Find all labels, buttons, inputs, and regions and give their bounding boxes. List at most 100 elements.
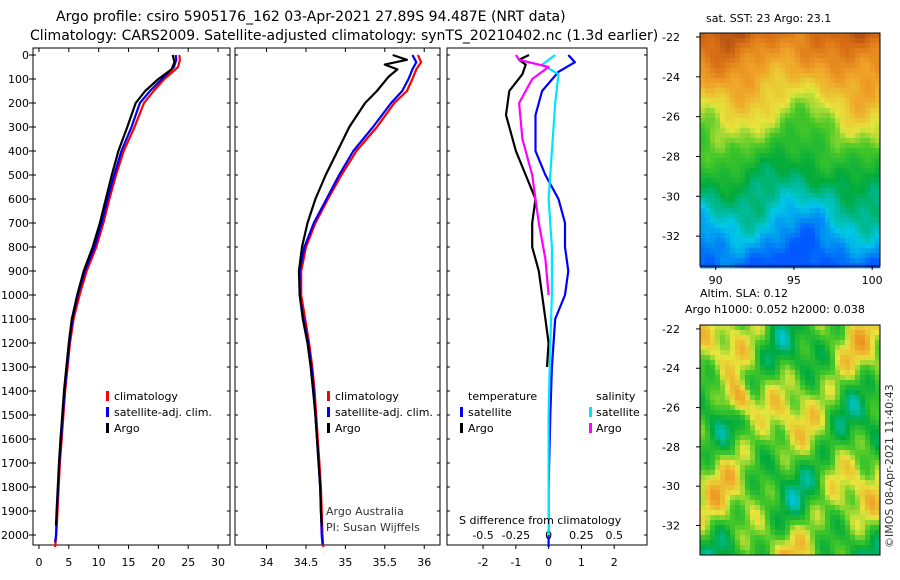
map-cell — [730, 375, 736, 381]
map-cell — [755, 143, 761, 149]
map-cell — [705, 128, 711, 134]
map-cell — [770, 78, 776, 84]
map-cell — [810, 103, 816, 109]
map-cell — [830, 470, 836, 476]
map-cell — [735, 515, 741, 521]
map-cell — [855, 218, 861, 224]
sla-map-subtitle: Argo h1000: 0.052 h2000: 0.038 — [685, 303, 865, 316]
map-cell — [765, 500, 771, 506]
map-cell — [785, 400, 791, 406]
map-cell — [755, 223, 761, 229]
map-cell — [745, 515, 751, 521]
map-cell — [760, 43, 766, 49]
map-cell — [710, 208, 716, 214]
map-cell — [775, 243, 781, 249]
map-cell — [710, 238, 716, 244]
map-cell — [765, 218, 771, 224]
map-x-tick-label: 100 — [862, 274, 883, 287]
map-cell — [720, 530, 726, 536]
map-cell — [770, 380, 776, 386]
map-cell — [865, 545, 871, 551]
map-cell — [720, 83, 726, 89]
map-cell — [870, 198, 876, 204]
map-cell — [870, 108, 876, 114]
map-cell — [725, 248, 731, 254]
map-cell — [815, 73, 821, 79]
map-cell — [855, 330, 861, 336]
map-cell — [720, 73, 726, 79]
map-cell — [815, 238, 821, 244]
map-cell — [735, 385, 741, 391]
map-cell — [765, 405, 771, 411]
map-cell — [810, 43, 816, 49]
map-cell — [760, 118, 766, 124]
map-cell — [765, 128, 771, 134]
map-cell — [845, 138, 851, 144]
map-cell — [810, 88, 816, 94]
map-cell — [850, 420, 856, 426]
map-cell — [845, 515, 851, 521]
map-cell — [710, 223, 716, 229]
map-cell — [840, 203, 846, 209]
map-cell — [835, 168, 841, 174]
map-cell — [830, 350, 836, 356]
map-cell — [780, 198, 786, 204]
map-cell — [850, 193, 856, 199]
map-cell — [830, 193, 836, 199]
map-cell — [735, 530, 741, 536]
map-cell — [765, 420, 771, 426]
map-cell — [845, 158, 851, 164]
map-cell — [755, 98, 761, 104]
map-cell — [810, 550, 816, 556]
map-cell — [745, 345, 751, 351]
depth-tick-label: 1600 — [1, 433, 29, 446]
map-cell — [860, 390, 866, 396]
map-cell — [830, 118, 836, 124]
map-cell — [835, 158, 841, 164]
map-cell — [795, 83, 801, 89]
map-cell — [780, 450, 786, 456]
map-cell — [830, 253, 836, 259]
map-cell — [770, 98, 776, 104]
map-cell — [705, 480, 711, 486]
map-cell — [870, 500, 876, 506]
map-cell — [795, 73, 801, 79]
map-cell — [710, 435, 716, 441]
map-cell — [860, 143, 866, 149]
map-cell — [810, 340, 816, 346]
map-cell — [810, 223, 816, 229]
map-cell — [795, 133, 801, 139]
map-cell — [785, 525, 791, 531]
map-cell — [710, 173, 716, 179]
map-cell — [730, 108, 736, 114]
map-cell — [755, 68, 761, 74]
x-tick-label-salinity-diff: -0.5 — [472, 529, 493, 542]
map-cell — [850, 48, 856, 54]
map-cell — [740, 43, 746, 49]
map-cell — [750, 330, 756, 336]
map-cell — [870, 163, 876, 169]
map-cell — [770, 405, 776, 411]
map-cell — [810, 33, 816, 39]
map-cell — [855, 395, 861, 401]
map-cell — [725, 33, 731, 39]
map-cell — [850, 340, 856, 346]
map-cell — [720, 168, 726, 174]
map-cell — [800, 258, 806, 264]
map-cell — [705, 330, 711, 336]
map-cell — [860, 123, 866, 129]
map-cell — [770, 370, 776, 376]
map-cell — [855, 123, 861, 129]
map-cell — [795, 335, 801, 341]
map-cell — [730, 128, 736, 134]
map-cell — [865, 395, 871, 401]
map-cell — [735, 520, 741, 526]
map-cell — [780, 253, 786, 259]
salinity-panel-frame — [234, 47, 441, 546]
map-cell — [750, 88, 756, 94]
map-cell — [820, 133, 826, 139]
map-cell — [850, 385, 856, 391]
map-cell — [815, 203, 821, 209]
map-cell — [760, 355, 766, 361]
map-cell — [725, 325, 731, 331]
